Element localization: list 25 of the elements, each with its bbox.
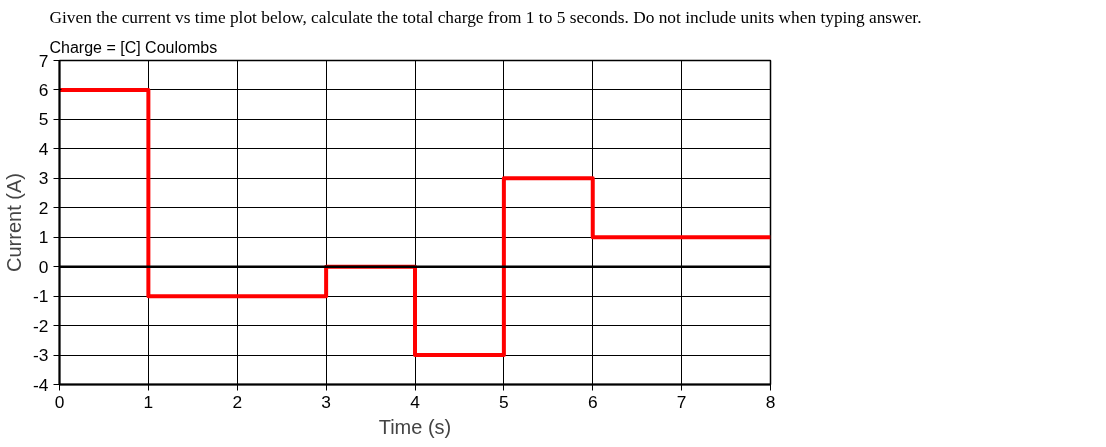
y-tick-label: 0	[38, 256, 49, 277]
chart-title: Given the current vs time plot below, calculate the total charge from 1 to 5 seconds. Do not include units when typing answer.	[49, 7, 922, 27]
x-tick-label: 4	[410, 391, 421, 412]
y-tick-label: 5	[38, 109, 49, 130]
y-tick-label: -1	[33, 286, 49, 307]
x-tick-label: 0	[54, 391, 65, 412]
x-tick-label: 3	[321, 391, 331, 412]
y-axis-title: Current (A)	[3, 173, 26, 272]
y-tick-label: 4	[38, 138, 49, 159]
y-tick-label: -3	[33, 345, 49, 366]
y-tick-label: 2	[38, 197, 49, 218]
x-tick-label: 8	[765, 391, 776, 412]
x-tick-label: 6	[587, 391, 598, 412]
x-tick-label: 1	[143, 391, 154, 412]
x-tick-label: 5	[499, 391, 509, 412]
x-axis-title: Time (s)	[378, 415, 452, 438]
y-tick-label: -2	[33, 315, 49, 336]
x-tick-label: 7	[676, 391, 687, 412]
y-tick-label: 3	[38, 168, 49, 189]
y-tick-label: 6	[38, 79, 49, 100]
y-tick-label: 1	[38, 227, 49, 248]
y-tick-label: 7	[38, 50, 49, 71]
chart-subtitle: Charge = [C] Coulombs	[49, 38, 218, 56]
y-tick-label: -4	[33, 374, 49, 395]
x-tick-label: 2	[232, 391, 243, 412]
